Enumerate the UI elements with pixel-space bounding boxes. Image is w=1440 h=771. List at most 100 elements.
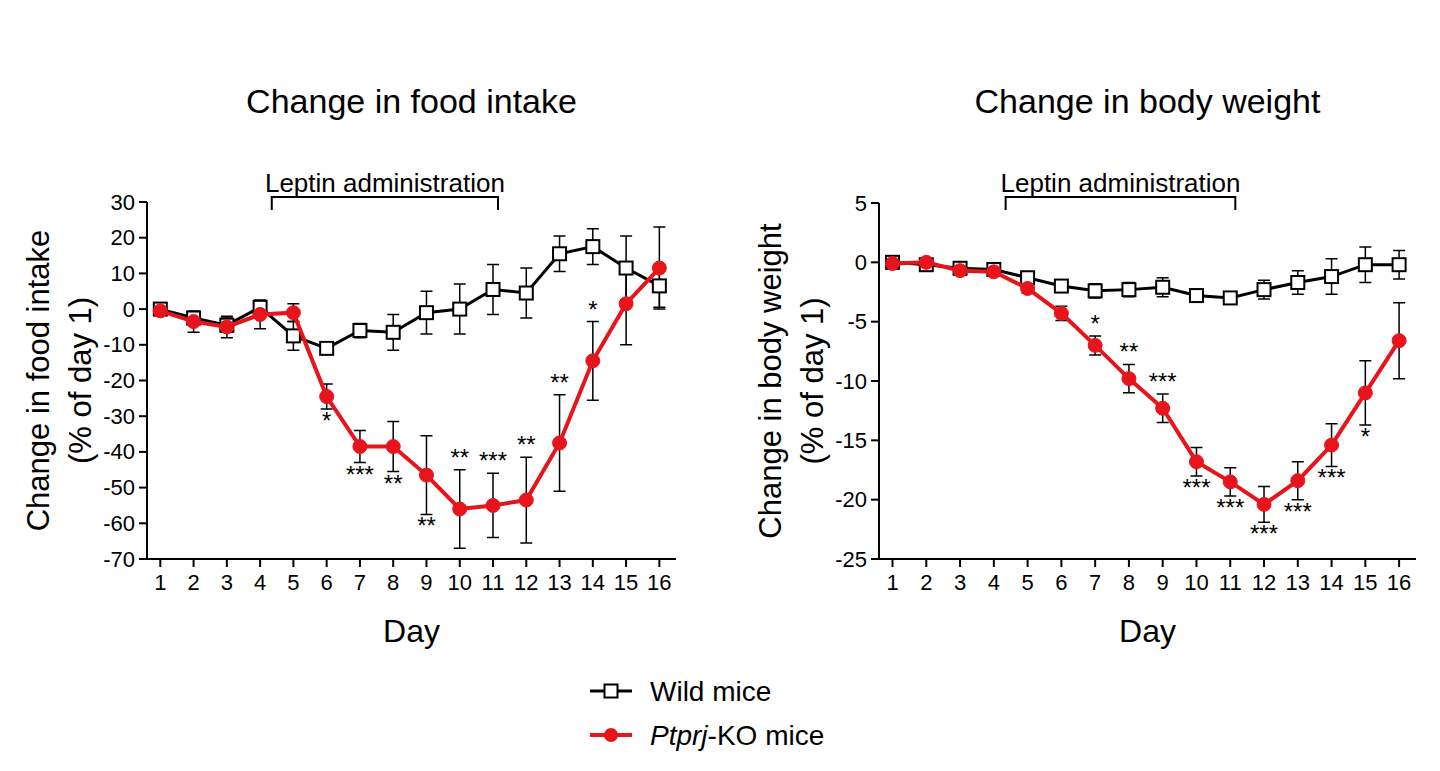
error-bar: [1123, 283, 1135, 297]
data-point: [886, 257, 900, 271]
data-point: [419, 468, 433, 482]
axis-label: Day: [1119, 613, 1176, 649]
x-tick: [1195, 559, 1197, 567]
data-point: [1223, 475, 1237, 489]
legend-label: Ptprj-KO mice: [650, 720, 824, 751]
x-tick-label: 4: [254, 570, 266, 595]
y-tick: [139, 380, 147, 382]
y-tick: [139, 308, 147, 310]
y-tick-label: 10: [111, 261, 135, 286]
data-point: [253, 307, 267, 321]
y-tick-label: 0: [123, 297, 135, 322]
data-point: [586, 240, 599, 253]
data-point: [953, 264, 967, 278]
error-bar: [520, 268, 532, 318]
x-tick: [959, 559, 961, 567]
error-bar: [1224, 468, 1236, 496]
x-tick: [392, 559, 394, 567]
data-point: [1392, 334, 1406, 348]
significance: **: [384, 470, 403, 497]
x-tick-label: 8: [387, 570, 399, 595]
data-point: [1358, 386, 1372, 400]
x-tick: [1027, 559, 1029, 567]
data-point: [320, 390, 334, 404]
error-bar: [1359, 247, 1371, 283]
significance: ***: [1284, 498, 1312, 525]
x-tick: [326, 559, 328, 567]
data-point: [1088, 338, 1102, 352]
x-tick-label: 14: [1319, 570, 1343, 595]
significance: **: [417, 512, 436, 539]
x-tick-label: 15: [1353, 570, 1377, 595]
significance: ***: [346, 461, 374, 488]
y-tick: [139, 201, 147, 203]
data-point: [320, 342, 333, 355]
x-tick-label: 5: [1021, 570, 1033, 595]
y-tick-label: -40: [103, 439, 135, 464]
error-bar: [1157, 278, 1169, 297]
data-point: [486, 498, 500, 512]
y-tick: [139, 237, 147, 239]
axis-label: Change in food intake: [21, 230, 56, 532]
error-bar: [221, 316, 233, 337]
x-tick-label: 1: [886, 570, 898, 595]
data-point: [619, 297, 633, 311]
error-bar: [554, 236, 566, 272]
x-tick-label: 7: [1089, 570, 1101, 595]
data-point: [1089, 284, 1102, 297]
x-tick-label: 9: [420, 570, 432, 595]
error-bar: [454, 470, 466, 549]
error-bar: [587, 229, 599, 265]
x-tick-label: 13: [547, 570, 571, 595]
data-point: [520, 287, 533, 300]
y-tick-label: 0: [855, 250, 867, 275]
significance: ***: [1216, 494, 1244, 521]
data-point: [1156, 281, 1169, 294]
y-tick-label: -20: [835, 487, 867, 512]
x-tick: [1060, 559, 1062, 567]
series-line: [160, 268, 659, 509]
significance: ***: [479, 447, 507, 474]
y-tick: [139, 344, 147, 346]
error-bar: [487, 473, 499, 537]
data-point: [353, 324, 366, 337]
x-tick: [993, 559, 995, 567]
error-bar: [420, 436, 432, 515]
x-tick-label: 12: [1252, 570, 1276, 595]
plot-area: [153, 227, 666, 548]
bracket-label: Leptin administration: [265, 168, 505, 198]
error-bar: [1326, 259, 1338, 295]
x-tick: [525, 559, 527, 567]
y-tick-label: -60: [103, 511, 135, 536]
data-point: [1325, 270, 1338, 283]
y-tick-label: 20: [111, 225, 135, 250]
chart: Change in body weightChange in body weig…: [753, 82, 1417, 649]
x-tick: [193, 559, 195, 567]
y-tick: [871, 261, 879, 263]
x-tick-label: 2: [187, 570, 199, 595]
error-bar: [487, 264, 499, 314]
x-tick-label: 14: [581, 570, 605, 595]
data-point: [653, 279, 666, 292]
data-point: [1325, 438, 1339, 452]
x-tick: [1162, 559, 1164, 567]
x-tick-label: 3: [221, 570, 233, 595]
data-point: [1122, 372, 1136, 386]
data-point: [1291, 474, 1305, 488]
y-tick: [871, 439, 879, 441]
significance: *: [588, 296, 597, 323]
x-tick-label: 13: [1286, 570, 1310, 595]
axis-label: Change in body weight: [753, 223, 788, 539]
data-point: [1156, 401, 1170, 415]
error-bar: [188, 311, 200, 332]
y-tick: [139, 522, 147, 524]
x-tick-label: 3: [954, 570, 966, 595]
data-point: [386, 440, 400, 454]
legend-marker: [604, 728, 618, 742]
error-bar: [587, 322, 599, 401]
bracket: [1006, 197, 1236, 210]
data-point: [153, 304, 167, 318]
y-tick: [139, 272, 147, 274]
error-bar: [354, 323, 366, 337]
y-tick: [871, 380, 879, 382]
